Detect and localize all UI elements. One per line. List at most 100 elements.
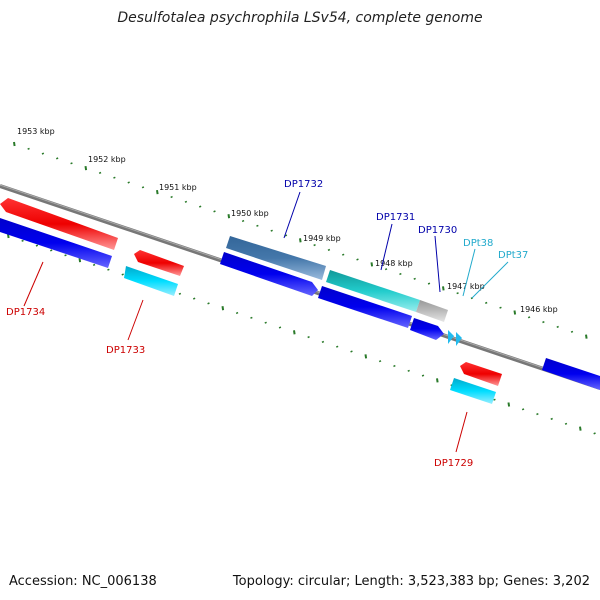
scale-tick xyxy=(393,364,396,368)
kbp-label-1948: 1948 kbp xyxy=(375,259,413,268)
scale-tick xyxy=(256,224,259,227)
leader-dp1731 xyxy=(380,223,393,271)
gene-dp1729[interactable] xyxy=(450,378,496,404)
scale-tick xyxy=(456,292,459,295)
scale-tick xyxy=(241,219,245,223)
scale-tick xyxy=(513,310,517,315)
gene-dp1734[interactable] xyxy=(0,198,118,250)
gene-dp1731[interactable] xyxy=(326,270,420,312)
gene-red-small[interactable] xyxy=(134,250,184,276)
scale-tick xyxy=(55,157,59,160)
kbp-label-1950: 1950 kbp xyxy=(231,209,269,218)
scale-tick xyxy=(527,316,531,319)
scale-tick xyxy=(221,306,225,311)
scale-tick xyxy=(341,253,345,256)
scale-tick xyxy=(235,311,239,315)
scale-tick xyxy=(556,325,559,328)
scale-tick xyxy=(192,297,196,300)
kbp-label-1951: 1951 kbp xyxy=(159,183,197,192)
scale-tick xyxy=(250,316,253,319)
leader-dp1730 xyxy=(434,235,441,293)
scale-tick xyxy=(278,326,282,329)
scale-tick xyxy=(49,249,53,252)
scale-tick xyxy=(156,189,159,195)
gene-blue-left[interactable] xyxy=(0,218,112,268)
scale-tick xyxy=(370,262,374,267)
gene-dpt38[interactable] xyxy=(448,330,454,344)
scale-tick xyxy=(41,152,45,155)
label-dp1733: DP1733 xyxy=(106,345,145,356)
scale-tick xyxy=(436,378,439,383)
gene-blue-small[interactable] xyxy=(410,318,444,340)
scale-tick xyxy=(178,292,182,295)
scale-tick xyxy=(121,273,124,276)
scale-tick xyxy=(170,195,173,199)
label-dp1729: DP1729 xyxy=(434,458,473,469)
scale-tick xyxy=(364,354,368,359)
scale-tick xyxy=(293,330,296,335)
scale-tick xyxy=(593,432,596,435)
scale-tick xyxy=(127,181,130,184)
scale-tick xyxy=(13,141,16,147)
label-dp1732: DP1732 xyxy=(284,179,323,190)
scale-tick xyxy=(264,321,267,324)
scale-tick xyxy=(299,238,302,243)
scale-tick xyxy=(107,268,110,271)
label-dp1734: DP1734 xyxy=(6,307,45,318)
label-dpt38: DPt38 xyxy=(463,238,493,249)
scale-tick xyxy=(98,171,102,174)
label-dp1731: DP1731 xyxy=(376,212,415,223)
gene-dpt37[interactable] xyxy=(456,332,462,346)
accession-text: Accession: NC_006138 xyxy=(9,574,157,589)
gene-dp1733[interactable] xyxy=(124,266,178,296)
scale-tick xyxy=(184,200,188,203)
kbp-label-1953: 1953 kbp xyxy=(17,127,55,136)
leader-dpt37 xyxy=(471,261,509,299)
scale-tick xyxy=(564,422,568,425)
scale-ticks-top xyxy=(13,141,588,339)
leader-dp1734 xyxy=(23,261,44,307)
scale-tick xyxy=(542,321,545,324)
scale-tick xyxy=(442,286,445,291)
scale-tick xyxy=(213,210,216,213)
gene-dp1732[interactable] xyxy=(226,236,326,280)
scale-tick xyxy=(141,186,145,189)
leader-dp1732 xyxy=(283,191,301,239)
gene-red-right[interactable] xyxy=(460,362,502,386)
kbp-label-1952: 1952 kbp xyxy=(88,155,126,164)
scale-tick xyxy=(536,413,539,416)
scale-tick xyxy=(92,263,96,266)
scale-tick xyxy=(550,417,553,420)
label-dp1730: DP1730 xyxy=(418,225,457,236)
scale-tick xyxy=(84,165,88,171)
scale-tick xyxy=(493,398,496,401)
scale-tick xyxy=(407,369,410,372)
scale-tick xyxy=(427,282,431,285)
scale-tick xyxy=(585,334,588,339)
gene-blue-right[interactable] xyxy=(542,358,600,390)
scale-tick xyxy=(350,350,353,353)
scale-tick xyxy=(321,340,325,343)
scale-tick xyxy=(27,147,30,150)
scale-tick xyxy=(570,330,574,333)
scale-tick xyxy=(207,302,210,305)
scale-tick xyxy=(113,176,116,179)
gene-blue-mid[interactable] xyxy=(220,252,318,296)
scale-tick xyxy=(307,336,310,339)
gene-blue-mid2[interactable] xyxy=(318,286,412,328)
scale-tick xyxy=(21,239,24,242)
scale-tick xyxy=(35,244,39,247)
leader-dpt38 xyxy=(462,248,476,297)
scale-tick xyxy=(521,408,525,411)
scale-tick xyxy=(399,272,402,276)
kbp-label-1946: 1946 kbp xyxy=(520,305,558,314)
scale-tick xyxy=(384,268,388,271)
scale-tick xyxy=(227,214,231,219)
scale-tick xyxy=(413,277,416,280)
scale-tick xyxy=(356,258,359,261)
scale-tick xyxy=(270,229,273,232)
scale-tick xyxy=(327,248,331,251)
gene-dp1730[interactable] xyxy=(416,300,448,322)
scale-tick xyxy=(284,234,288,237)
